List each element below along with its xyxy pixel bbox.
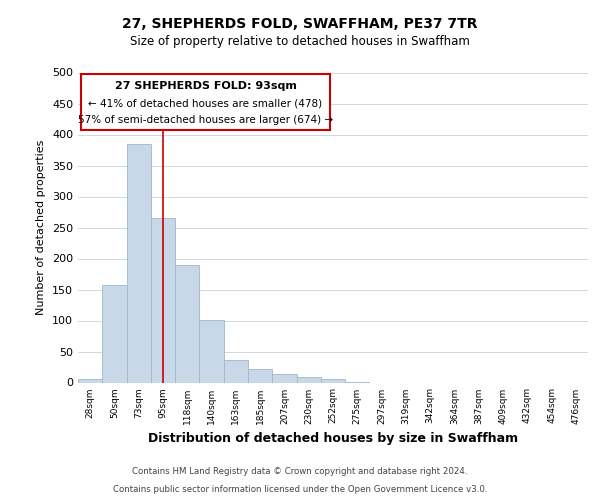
Bar [248,369,272,382]
Text: Contains public sector information licensed under the Open Government Licence v3: Contains public sector information licen… [113,485,487,494]
Bar [296,377,321,382]
Bar [127,144,151,382]
Bar [224,360,248,382]
Text: 57% of semi-detached houses are larger (674) →: 57% of semi-detached houses are larger (… [78,115,333,125]
Text: ← 41% of detached houses are smaller (478): ← 41% of detached houses are smaller (47… [88,98,323,108]
Y-axis label: Number of detached properties: Number of detached properties [37,140,46,315]
Bar [272,374,296,382]
Text: Contains HM Land Registry data © Crown copyright and database right 2024.: Contains HM Land Registry data © Crown c… [132,467,468,476]
FancyBboxPatch shape [80,74,331,130]
Bar [199,320,224,382]
Text: 27 SHEPHERDS FOLD: 93sqm: 27 SHEPHERDS FOLD: 93sqm [115,82,296,92]
Bar [321,380,345,382]
Bar [151,218,175,382]
Bar [102,285,127,382]
Bar [78,379,102,382]
Text: Size of property relative to detached houses in Swaffham: Size of property relative to detached ho… [130,35,470,48]
X-axis label: Distribution of detached houses by size in Swaffham: Distribution of detached houses by size … [148,432,518,445]
Text: 27, SHEPHERDS FOLD, SWAFFHAM, PE37 7TR: 27, SHEPHERDS FOLD, SWAFFHAM, PE37 7TR [122,18,478,32]
Bar [175,264,199,382]
